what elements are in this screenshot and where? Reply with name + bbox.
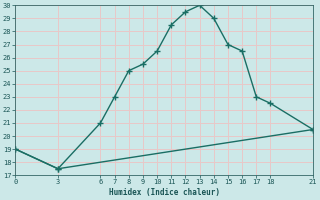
X-axis label: Humidex (Indice chaleur): Humidex (Indice chaleur) [109,188,220,197]
